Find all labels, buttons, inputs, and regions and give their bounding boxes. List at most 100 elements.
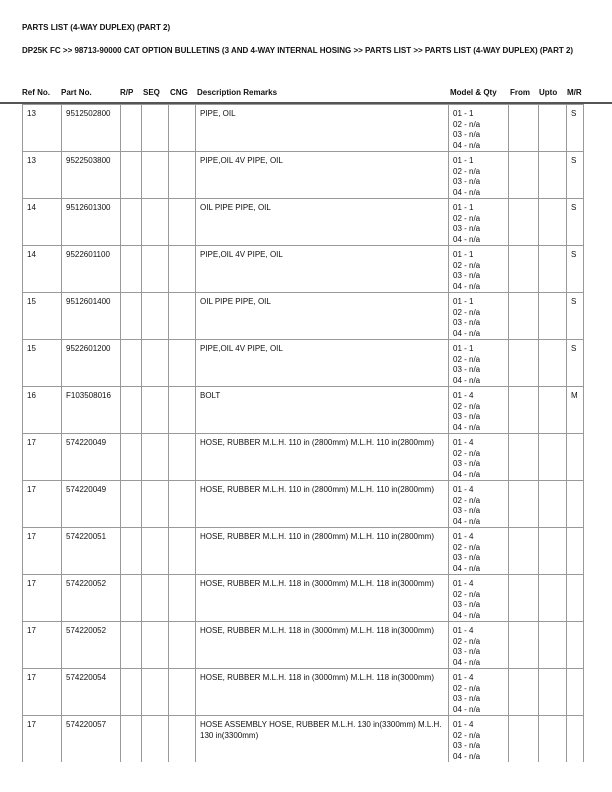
qty-line: 03 - n/a: [453, 741, 481, 750]
qty-line: 02 - n/a: [453, 213, 481, 223]
qty-line: 02 - n/a: [453, 683, 481, 693]
model-qty: 01 - 4 02 - n/a 03 - n/a 04 - n/a: [448, 715, 509, 762]
cng: [168, 104, 196, 152]
table-row: 17 574220049 HOSE, RUBBER M.L.H. 110 in (2…: [22, 433, 584, 481]
model-qty: 01 - 4 02 - n/a 03 - n/a 04 - n/a: [448, 621, 509, 669]
from: [508, 339, 539, 387]
from: [508, 433, 539, 481]
mr: S: [566, 198, 584, 246]
from: [508, 245, 539, 293]
upto: [538, 339, 567, 387]
qty-line: 01 - 1: [453, 297, 474, 306]
qty-line: 03 - n/a: [453, 318, 481, 327]
part-no: 9512601300: [61, 198, 121, 246]
ref-no: 17: [22, 715, 62, 762]
part-no: 9522503800: [61, 151, 121, 199]
qty-line: 04 - n/a: [453, 422, 481, 432]
description: PIPE,OIL 4V PIPE, OIL: [195, 245, 449, 293]
description: PIPE, OIL: [195, 104, 449, 152]
table-row: 16 F103508016 BOLT 01 - 4 02 - n/a 03 - n/a 04…: [22, 386, 584, 434]
qty-line: 03 - n/a: [453, 412, 481, 421]
part-no: 574220054: [61, 668, 121, 716]
rp: [120, 292, 142, 340]
ref-no: 16: [22, 386, 62, 434]
seq: [141, 386, 169, 434]
rp: [120, 151, 142, 199]
from: [508, 668, 539, 716]
table-row: 17 574220052 HOSE, RUBBER M.L.H. 118 in (3…: [22, 574, 584, 622]
qty-line: 04 - n/a: [453, 657, 481, 667]
upto: [538, 151, 567, 199]
description: HOSE, RUBBER M.L.H. 118 in (3000mm) M.L.…: [195, 574, 449, 622]
part-no: 574220052: [61, 574, 121, 622]
qty-line: 02 - n/a: [453, 448, 481, 458]
rp: [120, 527, 142, 575]
model-qty: 01 - 4 02 - n/a 03 - n/a 04 - n/a: [448, 527, 509, 575]
table-row: 17 574220057 HOSE ASSEMBLY HOSE, RUBBER M.…: [22, 715, 584, 762]
header-model: Model & Qty: [450, 88, 497, 97]
seq: [141, 339, 169, 387]
seq: [141, 574, 169, 622]
rp: [120, 668, 142, 716]
qty-line: 04 - n/a: [453, 187, 481, 197]
page-title: PARTS LIST (4-WAY DUPLEX) (PART 2): [22, 23, 171, 32]
rp: [120, 433, 142, 481]
mr: S: [566, 292, 584, 340]
rp: [120, 386, 142, 434]
qty-line: 03 - n/a: [453, 177, 481, 186]
mr: [566, 574, 584, 622]
part-no: 574220049: [61, 480, 121, 528]
cng: [168, 574, 196, 622]
part-no: F103508016: [61, 386, 121, 434]
mr: M: [566, 386, 584, 434]
qty-line: 02 - n/a: [453, 307, 481, 317]
cng: [168, 480, 196, 528]
mr: S: [566, 339, 584, 387]
qty-line: 02 - n/a: [453, 589, 481, 599]
qty-line: 04 - n/a: [453, 234, 481, 244]
upto: [538, 480, 567, 528]
qty-line: 02 - n/a: [453, 260, 481, 270]
header-ref: Ref No.: [22, 88, 50, 97]
table-row: 15 9512601400 OIL PIPE PIPE, OIL 01 - 1 02 -…: [22, 292, 584, 340]
seq: [141, 668, 169, 716]
qty-line: 01 - 4: [453, 720, 474, 729]
rp: [120, 480, 142, 528]
from: [508, 715, 539, 762]
upto: [538, 292, 567, 340]
header-seq: SEQ: [143, 88, 160, 97]
cng: [168, 621, 196, 669]
qty-line: 03 - n/a: [453, 647, 481, 656]
model-qty: 01 - 4 02 - n/a 03 - n/a 04 - n/a: [448, 480, 509, 528]
part-no: 574220051: [61, 527, 121, 575]
qty-line: 02 - n/a: [453, 730, 481, 740]
model-qty: 01 - 1 02 - n/a 03 - n/a 04 - n/a: [448, 198, 509, 246]
from: [508, 292, 539, 340]
cng: [168, 198, 196, 246]
ref-no: 13: [22, 104, 62, 152]
cng: [168, 292, 196, 340]
qty-line: 04 - n/a: [453, 281, 481, 291]
qty-line: 03 - n/a: [453, 224, 481, 233]
upto: [538, 668, 567, 716]
ref-no: 15: [22, 292, 62, 340]
qty-line: 04 - n/a: [453, 516, 481, 526]
rp: [120, 104, 142, 152]
seq: [141, 151, 169, 199]
upto: [538, 433, 567, 481]
qty-line: 02 - n/a: [453, 166, 481, 176]
header-desc: Description Remarks: [197, 88, 278, 97]
upto: [538, 198, 567, 246]
breadcrumb: DP25K FC >> 98713-90000 CAT OPTION BULLE…: [22, 46, 574, 55]
part-no: 574220052: [61, 621, 121, 669]
qty-line: 01 - 4: [453, 438, 474, 447]
table-row: 17 574220051 HOSE, RUBBER M.L.H. 110 in (2…: [22, 527, 584, 575]
qty-line: 01 - 1: [453, 156, 474, 165]
rp: [120, 198, 142, 246]
header-mr: M/R: [567, 88, 582, 97]
from: [508, 621, 539, 669]
ref-no: 17: [22, 480, 62, 528]
cng: [168, 715, 196, 762]
description: HOSE ASSEMBLY HOSE, RUBBER M.L.H. 130 in…: [195, 715, 449, 762]
